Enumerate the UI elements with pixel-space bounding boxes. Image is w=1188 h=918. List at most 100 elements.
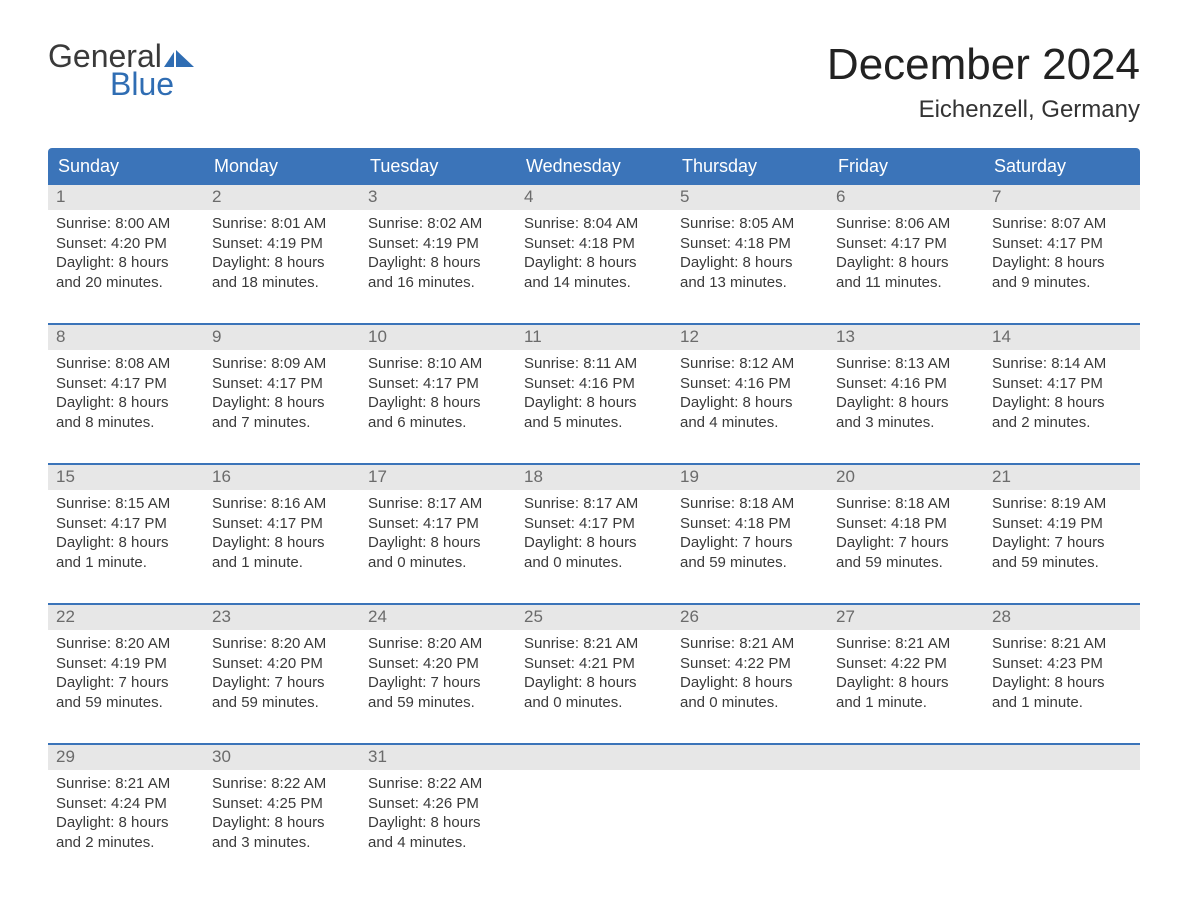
day-sunset: Sunset: 4:22 PM (836, 654, 976, 674)
day-dl1: Daylight: 8 hours (368, 533, 508, 553)
day-sunset: Sunset: 4:19 PM (368, 234, 508, 254)
day-dl2: and 59 minutes. (368, 693, 508, 713)
day-cell: 14Sunrise: 8:14 AMSunset: 4:17 PMDayligh… (984, 325, 1140, 445)
day-dl2: and 13 minutes. (680, 273, 820, 293)
day-body: Sunrise: 8:04 AMSunset: 4:18 PMDaylight:… (516, 210, 672, 298)
day-body: Sunrise: 8:19 AMSunset: 4:19 PMDaylight:… (984, 490, 1140, 578)
day-body: Sunrise: 8:12 AMSunset: 4:16 PMDaylight:… (672, 350, 828, 438)
day-dl1: Daylight: 7 hours (368, 673, 508, 693)
day-sunrise: Sunrise: 8:08 AM (56, 354, 196, 374)
day-dl2: and 1 minute. (992, 693, 1132, 713)
day-dl1: Daylight: 8 hours (212, 813, 352, 833)
day-dl1: Daylight: 8 hours (212, 393, 352, 413)
day-sunrise: Sunrise: 8:00 AM (56, 214, 196, 234)
day-number: 28 (984, 605, 1140, 630)
day-dl1: Daylight: 7 hours (836, 533, 976, 553)
day-dl2: and 5 minutes. (524, 413, 664, 433)
day-sunrise: Sunrise: 8:04 AM (524, 214, 664, 234)
day-dl2: and 2 minutes. (992, 413, 1132, 433)
day-sunset: Sunset: 4:16 PM (836, 374, 976, 394)
logo: General Blue (48, 40, 194, 100)
day-sunrise: Sunrise: 8:20 AM (212, 634, 352, 654)
day-cell: 1Sunrise: 8:00 AMSunset: 4:20 PMDaylight… (48, 185, 204, 305)
dow-thursday: Thursday (672, 148, 828, 185)
day-body: Sunrise: 8:20 AMSunset: 4:20 PMDaylight:… (360, 630, 516, 718)
day-sunset: Sunset: 4:22 PM (680, 654, 820, 674)
day-sunrise: Sunrise: 8:20 AM (56, 634, 196, 654)
day-dl1: Daylight: 8 hours (992, 253, 1132, 273)
day-sunrise: Sunrise: 8:17 AM (368, 494, 508, 514)
day-dl1: Daylight: 7 hours (680, 533, 820, 553)
day-dl1: Daylight: 8 hours (56, 533, 196, 553)
day-dl1: Daylight: 8 hours (524, 533, 664, 553)
day-cell: 13Sunrise: 8:13 AMSunset: 4:16 PMDayligh… (828, 325, 984, 445)
day-sunrise: Sunrise: 8:20 AM (368, 634, 508, 654)
day-sunset: Sunset: 4:16 PM (524, 374, 664, 394)
calendar: Sunday Monday Tuesday Wednesday Thursday… (48, 148, 1140, 865)
day-dl2: and 6 minutes. (368, 413, 508, 433)
day-dl2: and 0 minutes. (368, 553, 508, 573)
day-dl2: and 0 minutes. (680, 693, 820, 713)
day-dl1: Daylight: 7 hours (56, 673, 196, 693)
day-cell: 20Sunrise: 8:18 AMSunset: 4:18 PMDayligh… (828, 465, 984, 585)
day-number: 8 (48, 325, 204, 350)
day-cell: 26Sunrise: 8:21 AMSunset: 4:22 PMDayligh… (672, 605, 828, 725)
day-number: 6 (828, 185, 984, 210)
header-row: General Blue December 2024 Eichenzell, G… (48, 40, 1140, 124)
day-number: 17 (360, 465, 516, 490)
day-sunset: Sunset: 4:20 PM (212, 654, 352, 674)
location: Eichenzell, Germany (827, 96, 1140, 124)
dow-sunday: Sunday (48, 148, 204, 185)
day-sunset: Sunset: 4:21 PM (524, 654, 664, 674)
day-dl2: and 20 minutes. (56, 273, 196, 293)
day-dl1: Daylight: 8 hours (524, 393, 664, 413)
day-cell: 25Sunrise: 8:21 AMSunset: 4:21 PMDayligh… (516, 605, 672, 725)
day-dl1: Daylight: 8 hours (524, 673, 664, 693)
day-body: Sunrise: 8:09 AMSunset: 4:17 PMDaylight:… (204, 350, 360, 438)
day-dl2: and 11 minutes. (836, 273, 976, 293)
day-number: 1 (48, 185, 204, 210)
day-number: 27 (828, 605, 984, 630)
day-dl1: Daylight: 8 hours (836, 253, 976, 273)
day-body: Sunrise: 8:00 AMSunset: 4:20 PMDaylight:… (48, 210, 204, 298)
day-sunrise: Sunrise: 8:15 AM (56, 494, 196, 514)
day-sunrise: Sunrise: 8:21 AM (524, 634, 664, 654)
day-sunset: Sunset: 4:24 PM (56, 794, 196, 814)
title-block: December 2024 Eichenzell, Germany (827, 40, 1140, 124)
day-dl2: and 59 minutes. (680, 553, 820, 573)
day-number: 5 (672, 185, 828, 210)
week-row: 22Sunrise: 8:20 AMSunset: 4:19 PMDayligh… (48, 603, 1140, 725)
day-sunset: Sunset: 4:25 PM (212, 794, 352, 814)
day-dl2: and 59 minutes. (56, 693, 196, 713)
day-sunset: Sunset: 4:17 PM (368, 514, 508, 534)
day-sunset: Sunset: 4:19 PM (212, 234, 352, 254)
day-body: Sunrise: 8:21 AMSunset: 4:21 PMDaylight:… (516, 630, 672, 718)
dow-tuesday: Tuesday (360, 148, 516, 185)
day-dl2: and 1 minute. (56, 553, 196, 573)
day-cell: 8Sunrise: 8:08 AMSunset: 4:17 PMDaylight… (48, 325, 204, 445)
day-body: Sunrise: 8:08 AMSunset: 4:17 PMDaylight:… (48, 350, 204, 438)
day-cell: . (828, 745, 984, 865)
day-sunrise: Sunrise: 8:14 AM (992, 354, 1132, 374)
day-sunset: Sunset: 4:18 PM (524, 234, 664, 254)
day-sunset: Sunset: 4:17 PM (368, 374, 508, 394)
day-number: 12 (672, 325, 828, 350)
dow-friday: Friday (828, 148, 984, 185)
day-cell: . (672, 745, 828, 865)
day-cell: 7Sunrise: 8:07 AMSunset: 4:17 PMDaylight… (984, 185, 1140, 305)
day-dl2: and 2 minutes. (56, 833, 196, 853)
day-number: 13 (828, 325, 984, 350)
dow-monday: Monday (204, 148, 360, 185)
day-dl1: Daylight: 8 hours (992, 393, 1132, 413)
day-cell: 3Sunrise: 8:02 AMSunset: 4:19 PMDaylight… (360, 185, 516, 305)
day-dl1: Daylight: 8 hours (56, 253, 196, 273)
day-body: Sunrise: 8:21 AMSunset: 4:22 PMDaylight:… (828, 630, 984, 718)
logo-word2: Blue (110, 68, 174, 100)
day-sunset: Sunset: 4:17 PM (212, 374, 352, 394)
day-sunrise: Sunrise: 8:09 AM (212, 354, 352, 374)
day-sunset: Sunset: 4:18 PM (680, 234, 820, 254)
day-number: 10 (360, 325, 516, 350)
day-number: 19 (672, 465, 828, 490)
day-sunset: Sunset: 4:17 PM (56, 374, 196, 394)
day-dl2: and 1 minute. (212, 553, 352, 573)
